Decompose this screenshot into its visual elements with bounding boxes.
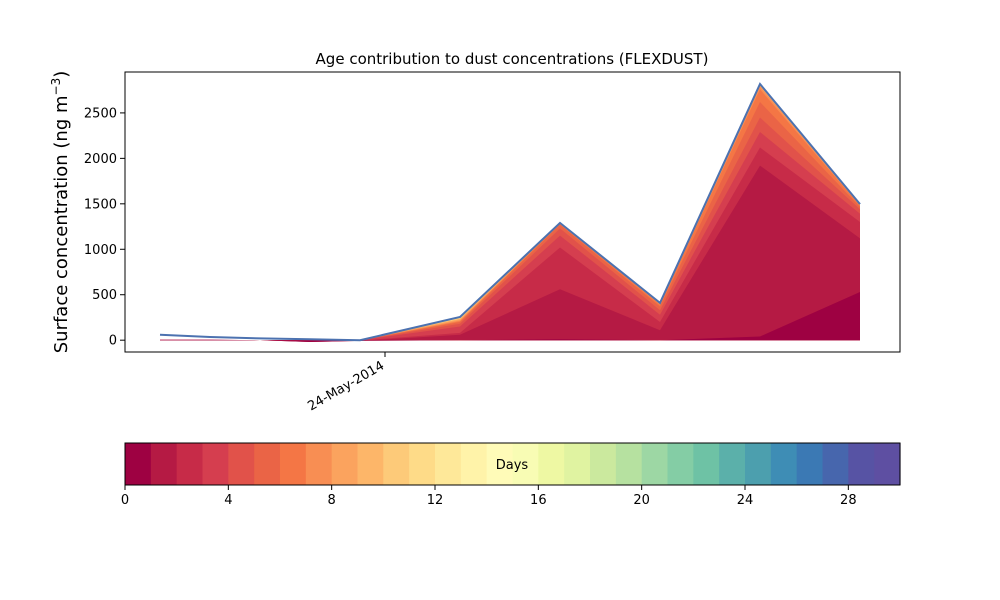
- colorbar-frame: [124, 442, 901, 486]
- colorbar-segment-4: [228, 443, 255, 485]
- colorbar-segment-9: [357, 443, 384, 485]
- y-tick-label: 1000: [84, 243, 117, 258]
- colorbar-segment-5: [254, 443, 281, 485]
- colorbar-tick-label: 20: [633, 493, 650, 508]
- area-band-day-0: [160, 292, 860, 342]
- colorbar-segment-15: [512, 443, 539, 485]
- colorbar-tick-label: 24: [737, 493, 754, 508]
- area-band-day-1: [160, 165, 860, 342]
- colorbar-segment-10: [383, 443, 410, 485]
- colorbar-segment-13: [460, 443, 488, 485]
- y-tick-label: 500: [92, 288, 117, 303]
- colorbar-segment-28: [848, 443, 875, 485]
- plot-frame: [124, 71, 901, 353]
- colorbar-segment-21: [667, 443, 694, 485]
- colorbar-segment-19: [615, 443, 643, 485]
- colorbar-segment-7: [305, 443, 333, 485]
- chart-title: Age contribution to dust concentrations …: [316, 50, 709, 68]
- colorbar-tick-label: 8: [328, 493, 336, 508]
- colorbar-segment-26: [796, 443, 824, 485]
- colorbar-segment-0: [125, 443, 152, 485]
- colorbar-segment-12: [435, 443, 462, 485]
- colorbar-segment-22: [693, 443, 720, 485]
- colorbar-segment-1: [150, 443, 178, 485]
- colorbar-segment-27: [822, 443, 849, 485]
- y-tick-label: 2000: [84, 152, 117, 167]
- colorbar-segment-24: [745, 443, 772, 485]
- x-tick-label: 24-May-2014: [305, 358, 387, 414]
- x-axis: 24-May-2014: [305, 352, 387, 414]
- plot-area: [159, 82, 861, 342]
- colorbar-tick-label: 12: [427, 493, 444, 508]
- y-axis: 0 500 1000 1500 2000 2500: [84, 106, 125, 349]
- colorbar-segment-16: [538, 443, 565, 485]
- total-line: [159, 82, 861, 342]
- y-tick-label: 0: [109, 334, 117, 349]
- colorbar-axis: 0 4 8 12 16 20 24 28: [121, 485, 857, 508]
- colorbar-tick-label: 28: [840, 493, 857, 508]
- colorbar-segment-2: [176, 443, 204, 485]
- y-tick-label: 2500: [84, 106, 117, 121]
- colorbar-tick-label: 16: [530, 493, 547, 508]
- colorbar-segment-20: [641, 443, 669, 485]
- y-axis-label: Surface concentration (ng m−3): [49, 71, 72, 354]
- colorbar-segment-29: [874, 443, 901, 485]
- colorbar-tick-label: 4: [224, 493, 232, 508]
- colorbar-segment-23: [719, 443, 746, 485]
- colorbar-segment-14: [486, 443, 514, 485]
- colorbar-segment-17: [564, 443, 591, 485]
- colorbar-segment-3: [202, 443, 229, 485]
- colorbar-segment-25: [770, 443, 798, 485]
- colorbar: [125, 443, 901, 485]
- colorbar-segment-18: [590, 443, 617, 485]
- colorbar-tick-label: 0: [121, 493, 129, 508]
- colorbar-segment-8: [331, 443, 359, 485]
- colorbar-segment-6: [280, 443, 307, 485]
- colorbar-segment-11: [409, 443, 436, 485]
- y-tick-label: 1500: [84, 197, 117, 212]
- colorbar-label: Days: [496, 458, 529, 473]
